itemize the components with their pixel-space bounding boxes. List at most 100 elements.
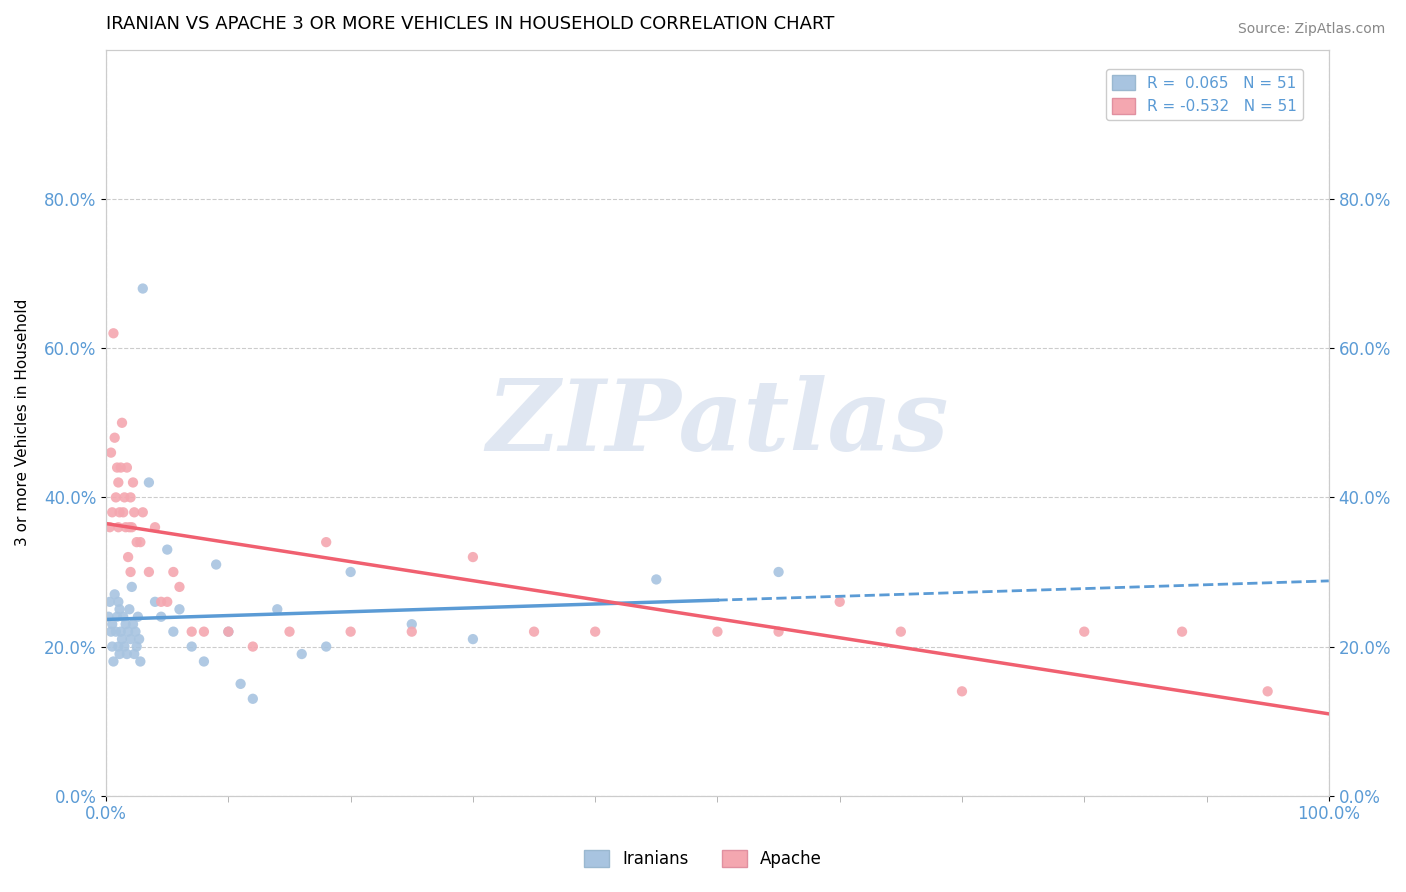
Point <box>150 595 173 609</box>
Point <box>229 677 252 691</box>
Point <box>115 647 138 661</box>
Point <box>125 535 148 549</box>
Point <box>107 520 129 534</box>
Point <box>706 624 728 639</box>
Point <box>1257 684 1279 698</box>
Point <box>107 475 129 490</box>
Point <box>205 558 228 572</box>
Point <box>150 609 173 624</box>
Point <box>104 431 127 445</box>
Text: ZIPatlas: ZIPatlas <box>486 375 949 471</box>
Point <box>162 565 184 579</box>
Point <box>104 491 127 505</box>
Point <box>122 475 145 490</box>
Point <box>122 505 145 519</box>
Point <box>156 542 179 557</box>
Point <box>583 624 606 639</box>
Point <box>111 416 134 430</box>
Point <box>242 640 264 654</box>
Point <box>120 565 142 579</box>
Point <box>193 624 215 639</box>
Point <box>120 632 142 646</box>
Point <box>107 640 129 654</box>
Point <box>315 535 337 549</box>
Legend: R =  0.065   N = 51, R = -0.532   N = 51: R = 0.065 N = 51, R = -0.532 N = 51 <box>1105 69 1303 120</box>
Point <box>122 617 145 632</box>
Point <box>118 602 141 616</box>
Point <box>132 505 155 519</box>
Point <box>117 550 139 565</box>
Point <box>104 587 127 601</box>
Point <box>143 595 166 609</box>
Point <box>112 609 135 624</box>
Point <box>127 609 149 624</box>
Legend: Iranians, Apache: Iranians, Apache <box>578 843 828 875</box>
Point <box>129 535 152 549</box>
Point <box>523 624 546 639</box>
Point <box>105 609 128 624</box>
Point <box>768 565 790 579</box>
Point <box>97 609 120 624</box>
Point <box>156 595 179 609</box>
Point <box>266 602 288 616</box>
Point <box>105 460 128 475</box>
Point <box>401 617 423 632</box>
Point <box>111 632 134 646</box>
Point <box>768 624 790 639</box>
Point <box>104 624 127 639</box>
Point <box>114 520 136 534</box>
Point <box>339 624 361 639</box>
Point <box>128 632 150 646</box>
Point <box>132 281 155 295</box>
Point <box>108 602 131 616</box>
Point <box>121 520 143 534</box>
Point <box>120 491 142 505</box>
Text: IRANIAN VS APACHE 3 OR MORE VEHICLES IN HOUSEHOLD CORRELATION CHART: IRANIAN VS APACHE 3 OR MORE VEHICLES IN … <box>105 15 835 33</box>
Point <box>107 595 129 609</box>
Point <box>950 684 973 698</box>
Point <box>461 632 484 646</box>
Point <box>217 624 239 639</box>
Point <box>114 617 136 632</box>
Point <box>114 640 136 654</box>
Text: Source: ZipAtlas.com: Source: ZipAtlas.com <box>1237 22 1385 37</box>
Point <box>217 624 239 639</box>
Point <box>115 460 138 475</box>
Point <box>122 647 145 661</box>
Point <box>180 640 202 654</box>
Point <box>169 602 191 616</box>
Point <box>100 445 122 459</box>
Point <box>103 326 125 341</box>
Point <box>138 565 160 579</box>
Point <box>129 655 152 669</box>
Point <box>117 624 139 639</box>
Point <box>124 624 146 639</box>
Point <box>118 520 141 534</box>
Point <box>98 520 121 534</box>
Point <box>114 491 136 505</box>
Point <box>138 475 160 490</box>
Point <box>121 580 143 594</box>
Point <box>110 624 132 639</box>
Point <box>645 573 668 587</box>
Point <box>890 624 912 639</box>
Point <box>98 595 121 609</box>
Point <box>1073 624 1095 639</box>
Point <box>339 565 361 579</box>
Point <box>401 624 423 639</box>
Point <box>1171 624 1194 639</box>
Y-axis label: 3 or more Vehicles in Household: 3 or more Vehicles in Household <box>15 299 30 547</box>
Point <box>125 640 148 654</box>
Point <box>315 640 337 654</box>
Point <box>291 647 314 661</box>
Point <box>242 691 264 706</box>
Point <box>108 647 131 661</box>
Point <box>828 595 851 609</box>
Point <box>110 460 132 475</box>
Point <box>100 624 122 639</box>
Point <box>461 550 484 565</box>
Point <box>193 655 215 669</box>
Point <box>101 617 124 632</box>
Point <box>112 505 135 519</box>
Point <box>101 505 124 519</box>
